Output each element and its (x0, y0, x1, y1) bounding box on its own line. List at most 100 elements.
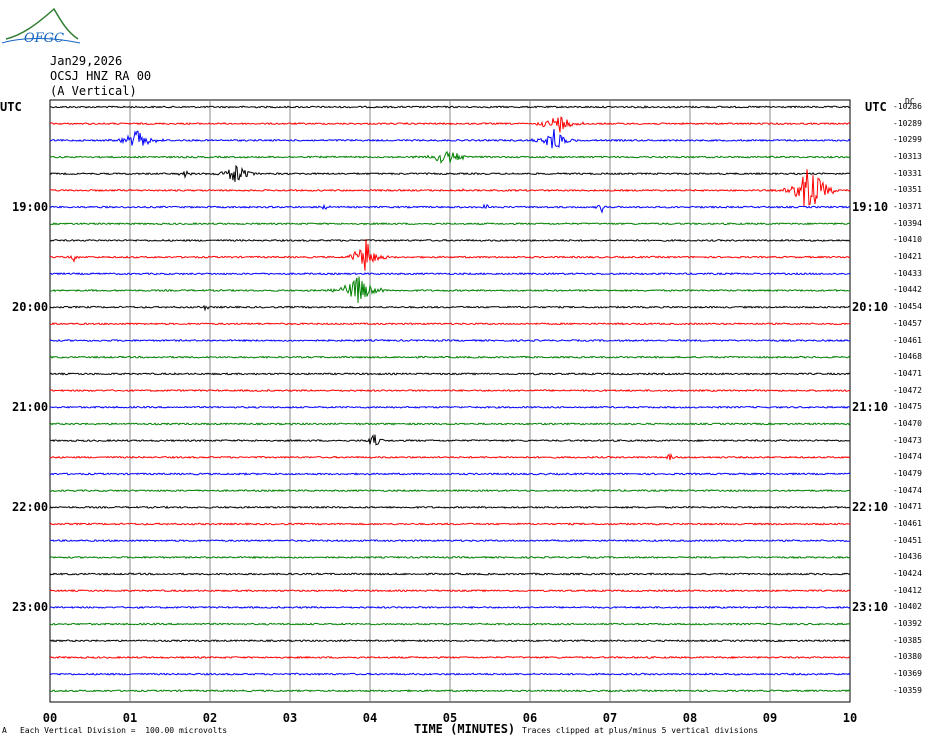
logo-text: OFGC (24, 31, 64, 46)
trace-offset-label: -10412 (893, 585, 922, 595)
trace-row-10 (49, 272, 851, 276)
right-time-label: 23:10 (852, 600, 889, 615)
trace-offset-label: -10380 (893, 652, 922, 662)
trace-row-6 (49, 203, 851, 214)
trace-offset-label: -10479 (893, 468, 922, 478)
left-time-label: 20:00 (12, 300, 49, 315)
left-time-label: 19:00 (12, 200, 49, 215)
trace-offset-label: -10433 (893, 268, 922, 278)
x-tick-label: 02 (202, 711, 218, 725)
trace-offset-label: -10461 (893, 335, 922, 345)
trace-row-20 (49, 434, 851, 446)
date-label: Jan29,2026 (50, 54, 123, 68)
trace-row-7 (50, 222, 850, 226)
trace-row-35 (49, 689, 851, 693)
trace-row-33 (49, 655, 851, 660)
trace-offset-label: -10442 (893, 285, 922, 295)
station-label: OCSJ HNZ RA 00 (50, 69, 152, 83)
trace-offset-label: -10461 (893, 519, 922, 528)
trace-row-31 (49, 622, 851, 626)
trace-row-0 (49, 105, 851, 109)
trace-offset-label: -10470 (893, 418, 922, 428)
trace-offset-label: -10436 (893, 552, 922, 562)
trace-offset-label: -10454 (893, 302, 922, 312)
trace-row-11 (50, 276, 851, 303)
trace-offset-label: -10369 (893, 669, 922, 679)
logo-arc (5, 7, 79, 40)
trace-offset-label: -10468 (893, 352, 922, 362)
trace-offset-label: -10392 (893, 619, 922, 629)
trace-offset-label: -10451 (893, 535, 922, 545)
trace-row-4 (49, 164, 851, 182)
trace-offset-label: -10394 (893, 218, 922, 228)
trace-row-16 (49, 372, 851, 376)
trace-row-22 (49, 472, 851, 476)
trace-row-30 (49, 605, 851, 610)
trace-offset-label: -10371 (893, 202, 922, 212)
trace-offset-label: -10471 (893, 368, 922, 378)
trace-offset-label: -10331 (893, 168, 922, 178)
trace-row-34 (49, 672, 851, 676)
component-label: (A Vertical) (50, 84, 137, 98)
trace-row-26 (49, 539, 851, 543)
trace-offset-label: -10475 (893, 402, 922, 412)
x-axis-title: TIME (MINUTES) (414, 722, 516, 736)
left-time-label: 23:00 (12, 600, 49, 615)
x-tick-label: 07 (602, 711, 618, 725)
right-time-label: 21:10 (852, 400, 889, 415)
trace-row-17 (49, 388, 851, 393)
utc-left-label: UTC (0, 100, 22, 114)
trace-row-28 (49, 572, 851, 576)
trace-offset-label: -10286 (893, 102, 922, 111)
x-tick-label: 05 (442, 711, 458, 725)
trace-row-9 (49, 239, 851, 271)
trace-offset-label: -10473 (893, 435, 922, 445)
x-tick-label: 10 (842, 711, 858, 725)
x-tick-label: 04 (362, 711, 378, 725)
x-tick-label: 00 (42, 711, 58, 725)
x-tick-label: 01 (122, 711, 138, 725)
left-time-label: 22:00 (12, 500, 49, 515)
trace-offset-label: -10359 (893, 685, 922, 695)
clip-note: Traces clipped at plus/minus 5 vertical … (522, 726, 759, 735)
trace-row-32 (49, 639, 851, 643)
x-tick-label: 03 (282, 711, 298, 725)
trace-offset-label: -10402 (893, 602, 922, 612)
trace-row-15 (49, 355, 851, 359)
trace-offset-label: -10289 (893, 118, 922, 128)
trace-offset-label: -10299 (893, 135, 922, 145)
x-tick-label: 06 (522, 711, 538, 725)
trace-offset-label: -10410 (893, 235, 922, 245)
trace-row-21 (49, 452, 851, 461)
trace-offset-label: -10472 (893, 385, 922, 395)
trace-row-25 (49, 522, 851, 526)
trace-row-13 (49, 322, 851, 326)
trace-offset-label: -10313 (893, 152, 922, 162)
trace-row-18 (49, 405, 851, 409)
left-time-label: 21:00 (12, 400, 49, 415)
trace-offset-label: -10421 (893, 252, 922, 262)
right-time-label: 20:10 (852, 300, 889, 315)
trace-row-24 (49, 505, 851, 509)
right-time-label: 22:10 (852, 500, 889, 515)
trace-offset-label: -10474 (893, 485, 922, 495)
trace-row-2 (49, 128, 851, 149)
dc-label: DC (905, 97, 915, 106)
ofgc-logo: OFGC (2, 7, 81, 46)
trace-offset-label: -10457 (893, 318, 922, 328)
trace-offset-label: -10474 (893, 452, 922, 462)
scale-note: Each Vertical Division = 100.00 microvol… (20, 726, 228, 735)
utc-right-label: UTC (865, 100, 887, 114)
trace-row-3 (49, 150, 851, 165)
trace-offset-label: -10471 (893, 502, 922, 512)
trace-offset-label: -10351 (893, 185, 922, 195)
logo-swoosh (2, 38, 81, 44)
trace-row-1 (49, 116, 851, 133)
trace-row-14 (49, 338, 851, 343)
trace-row-19 (49, 422, 851, 426)
trace-row-8 (49, 238, 851, 242)
trace-row-12 (49, 304, 850, 312)
x-tick-label: 08 (682, 711, 698, 725)
